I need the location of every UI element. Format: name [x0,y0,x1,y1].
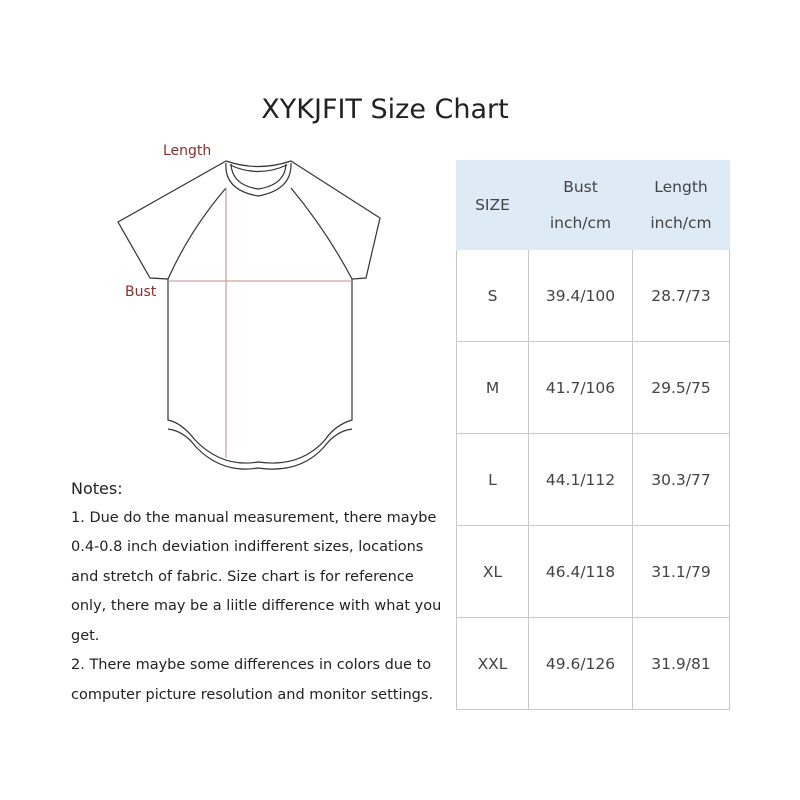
note-line: and stretch of fabric. Size chart is for… [71,568,414,585]
bust-cell: 41.7/106 [528,341,633,434]
bust-cell: 39.4/100 [528,249,633,342]
length-label: Length [163,143,212,159]
table-row: XXL 49.6/126 31.9/81 [456,617,730,710]
header-bust: Bust inch/cm [528,160,633,250]
notes-heading: Notes: [71,479,123,498]
note-line: get. [71,627,100,644]
bust-cell: 44.1/112 [528,433,633,526]
size-cell: L [456,433,529,526]
size-cell: XXL [456,617,529,710]
table-row: S 39.4/100 28.7/73 [456,249,730,342]
note-line: computer picture resolution and monitor … [71,686,434,703]
length-cell: 28.7/73 [632,249,730,342]
table-row: M 41.7/106 29.5/75 [456,341,730,434]
size-cell: XL [456,525,529,618]
page-title: XYKJFIT Size Chart [261,94,509,125]
note-line: 2. There maybe some differences in color… [71,657,432,673]
bust-label: Bust [125,284,157,300]
size-cell: S [456,249,529,342]
header-length: Length inch/cm [632,160,730,250]
size-cell: M [456,341,529,434]
note-line: only, there may be a liitle difference w… [71,598,442,614]
table-header-row: SIZE Bust inch/cm Length inch/cm [456,160,730,250]
notes: Notes: 1. Due do the manual measurement,… [71,474,451,710]
length-cell: 29.5/75 [632,341,730,434]
length-cell: 31.1/79 [632,525,730,618]
table-row: L 44.1/112 30.3/77 [456,433,730,526]
size-table: SIZE Bust inch/cm Length inch/cm S 39.4/100… [456,160,730,710]
header-size: SIZE [456,160,529,250]
note-line: 0.4-0.8 inch deviation indifferent sizes… [71,539,424,555]
table-row: XL 46.4/118 31.1/79 [456,525,730,618]
length-cell: 31.9/81 [632,617,730,710]
note-line: 1. Due do the manual measurement, there … [71,509,437,526]
bust-cell: 49.6/126 [528,617,633,710]
bust-cell: 46.4/118 [528,525,633,618]
length-cell: 30.3/77 [632,433,730,526]
